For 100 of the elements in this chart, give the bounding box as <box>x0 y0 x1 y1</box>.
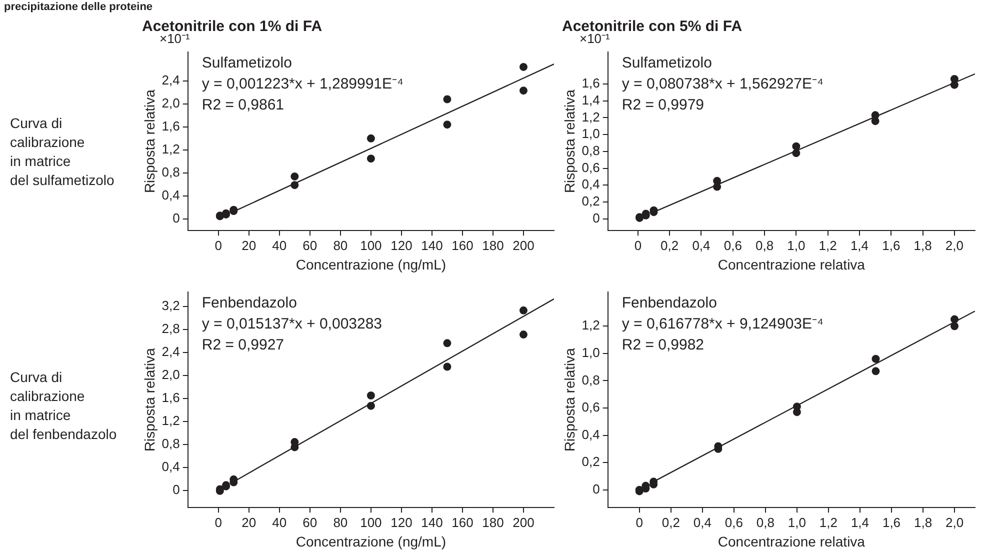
x-tick-label: 80 <box>333 238 348 253</box>
point <box>872 367 880 376</box>
x-tick-label: 140 <box>421 238 443 253</box>
x-axis-title: Concentrazione relativa <box>718 256 866 272</box>
y-tick-label: 1,2 <box>162 142 180 157</box>
annotation: y = 0,080738*x + 1,562927E⁻⁴ <box>622 76 824 93</box>
x-tick-label: 1,0 <box>788 514 806 530</box>
point <box>443 339 452 348</box>
point <box>443 362 452 371</box>
annotation: Fenbendazolo <box>202 294 297 312</box>
x-tick-label: 180 <box>482 514 504 530</box>
y-tick-label: 1,6 <box>582 76 600 91</box>
annotation: R2 = 0,9979 <box>622 96 704 114</box>
y-tick-label: 0 <box>592 481 600 496</box>
x-tick-label: 40 <box>272 514 287 530</box>
y-tick-label: 2,8 <box>162 320 180 336</box>
annotation: Sulfametizolo <box>202 54 292 72</box>
annotation: R2 = 0,9861 <box>202 96 284 114</box>
x-tick-label: 0 <box>214 238 222 253</box>
x-tick-label: 0,2 <box>662 514 680 530</box>
x-tick-label: 0,8 <box>756 514 774 530</box>
point <box>366 391 375 400</box>
y-axis-title: Risposta relativa <box>561 348 578 452</box>
point <box>950 315 959 324</box>
x-tick-label: 1,4 <box>850 514 870 530</box>
x-tick-label: 2,0 <box>945 238 964 253</box>
x-tick-label: 0 <box>214 514 222 530</box>
x-tick-label: 0,8 <box>755 238 774 253</box>
point <box>950 80 958 89</box>
y-tick-label: 0,4 <box>162 188 180 203</box>
x-tick-label: 40 <box>272 238 287 253</box>
y-tick-label: 0,4 <box>582 426 600 442</box>
text: Curva di calibrazione in matrice del fenbendazolo <box>10 368 117 444</box>
x-tick-label: 180 <box>482 238 504 253</box>
annotation: Sulfametizolo <box>622 54 712 72</box>
point <box>443 95 452 104</box>
y-tick-label: 0,8 <box>162 436 180 451</box>
text: Curva di calibrazione in matrice del sulfametizolo <box>10 114 114 190</box>
y-axis-title: Risposta relativa <box>141 348 158 452</box>
y-tick-label: 0,4 <box>582 176 600 192</box>
point <box>366 154 375 163</box>
x-tick-label: 2,0 <box>945 514 964 530</box>
y-tick-label: 2,0 <box>162 95 180 110</box>
y-tick-label: 2,0 <box>162 366 180 382</box>
x-tick-label: 200 <box>512 514 534 530</box>
y-tick-label: 1,2 <box>582 109 600 124</box>
y-axis-title: Risposta relativa <box>561 89 578 194</box>
x-tick-label: 20 <box>242 514 256 530</box>
x-tick-label: 1,2 <box>819 514 838 530</box>
point <box>366 402 375 410</box>
y-tick-label: 1,0 <box>582 344 600 360</box>
point <box>443 120 452 129</box>
point <box>519 62 528 71</box>
x-tick-label: 120 <box>390 514 412 530</box>
point <box>713 182 722 191</box>
x-tick-label: 0,4 <box>692 238 710 253</box>
x-tick-label: 1,6 <box>882 514 901 530</box>
x-tick-label: 0,4 <box>693 514 712 530</box>
x-tick-label: 20 <box>242 238 256 253</box>
point <box>792 408 801 416</box>
point <box>872 354 880 363</box>
x-tick-label: 60 <box>302 514 318 530</box>
x-axis-title: Concentrazione (ng/mL) <box>296 533 446 550</box>
x-tick-label: 1,4 <box>850 238 869 253</box>
x-tick-label: 1,0 <box>787 238 806 253</box>
annotation: y = 0,616778*x + 9,124903E⁻⁴ <box>622 316 824 333</box>
x-tick-label: 1,8 <box>914 514 932 530</box>
y-tick-label: 1,2 <box>582 318 600 333</box>
y-tick-label: 2,4 <box>162 72 180 88</box>
text: precipitazione delle proteine <box>4 0 153 14</box>
x-tick-label: 100 <box>360 514 382 530</box>
x-tick-label: 0,2 <box>660 238 679 253</box>
y-tick-label: 0,6 <box>582 400 600 415</box>
x-tick-label: 0 <box>634 238 642 253</box>
point <box>290 181 299 190</box>
y-tick-label: 0 <box>172 482 180 497</box>
x-tick-label: 120 <box>390 238 412 253</box>
point <box>290 172 299 180</box>
x-tick-label: 0,6 <box>724 238 742 253</box>
x-tick-label: 0 <box>636 514 643 530</box>
x-tick-label: 1,2 <box>818 238 837 253</box>
point <box>519 306 528 314</box>
point <box>871 117 880 126</box>
y-tick-label: 0,2 <box>582 194 600 209</box>
y-tick-label: 1,0 <box>582 126 600 142</box>
y-tick-label: 1,2 <box>162 412 180 428</box>
point <box>792 149 800 158</box>
y-tick-label: 1,6 <box>162 390 180 405</box>
point <box>519 86 528 95</box>
y-tick-label: 0,8 <box>582 142 600 158</box>
y-tick-label: 3,2 <box>162 298 180 313</box>
y-tick-label: 0,6 <box>582 160 600 175</box>
x-tick-label: 60 <box>302 238 318 253</box>
y-tick-label: 1,6 <box>162 118 180 134</box>
point <box>792 142 800 150</box>
point <box>519 330 528 339</box>
annotation: y = 0,015137*x + 0,003283 <box>202 316 382 333</box>
x-tick-label: 200 <box>512 238 534 253</box>
annotation: Fenbendazolo <box>622 294 717 312</box>
y-tick-label: 0 <box>172 210 180 226</box>
